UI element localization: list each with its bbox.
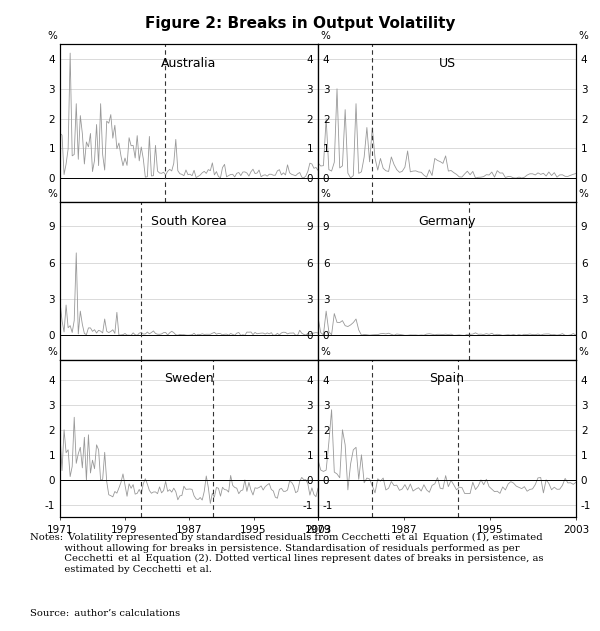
- Text: %: %: [578, 31, 589, 41]
- Text: Sweden: Sweden: [164, 372, 214, 386]
- Text: %: %: [320, 346, 331, 357]
- Text: %: %: [578, 346, 589, 357]
- Text: %: %: [320, 31, 331, 41]
- Text: Figure 2: Breaks in Output Volatility: Figure 2: Breaks in Output Volatility: [145, 16, 455, 31]
- Text: %: %: [47, 189, 58, 199]
- Text: Spain: Spain: [430, 372, 464, 386]
- Text: US: US: [439, 57, 455, 70]
- Text: South Korea: South Korea: [151, 215, 227, 228]
- Text: %: %: [47, 31, 58, 41]
- Text: Source: author’s calculations: Source: author’s calculations: [30, 609, 180, 618]
- Text: Notes: Volatility represented by standardised residuals from Cecchetti  et al  E: Notes: Volatility represented by standar…: [30, 533, 544, 574]
- Text: %: %: [320, 189, 331, 199]
- Text: Australia: Australia: [161, 57, 217, 70]
- Text: Germany: Germany: [418, 215, 476, 228]
- Text: %: %: [578, 189, 589, 199]
- Text: %: %: [47, 346, 58, 357]
